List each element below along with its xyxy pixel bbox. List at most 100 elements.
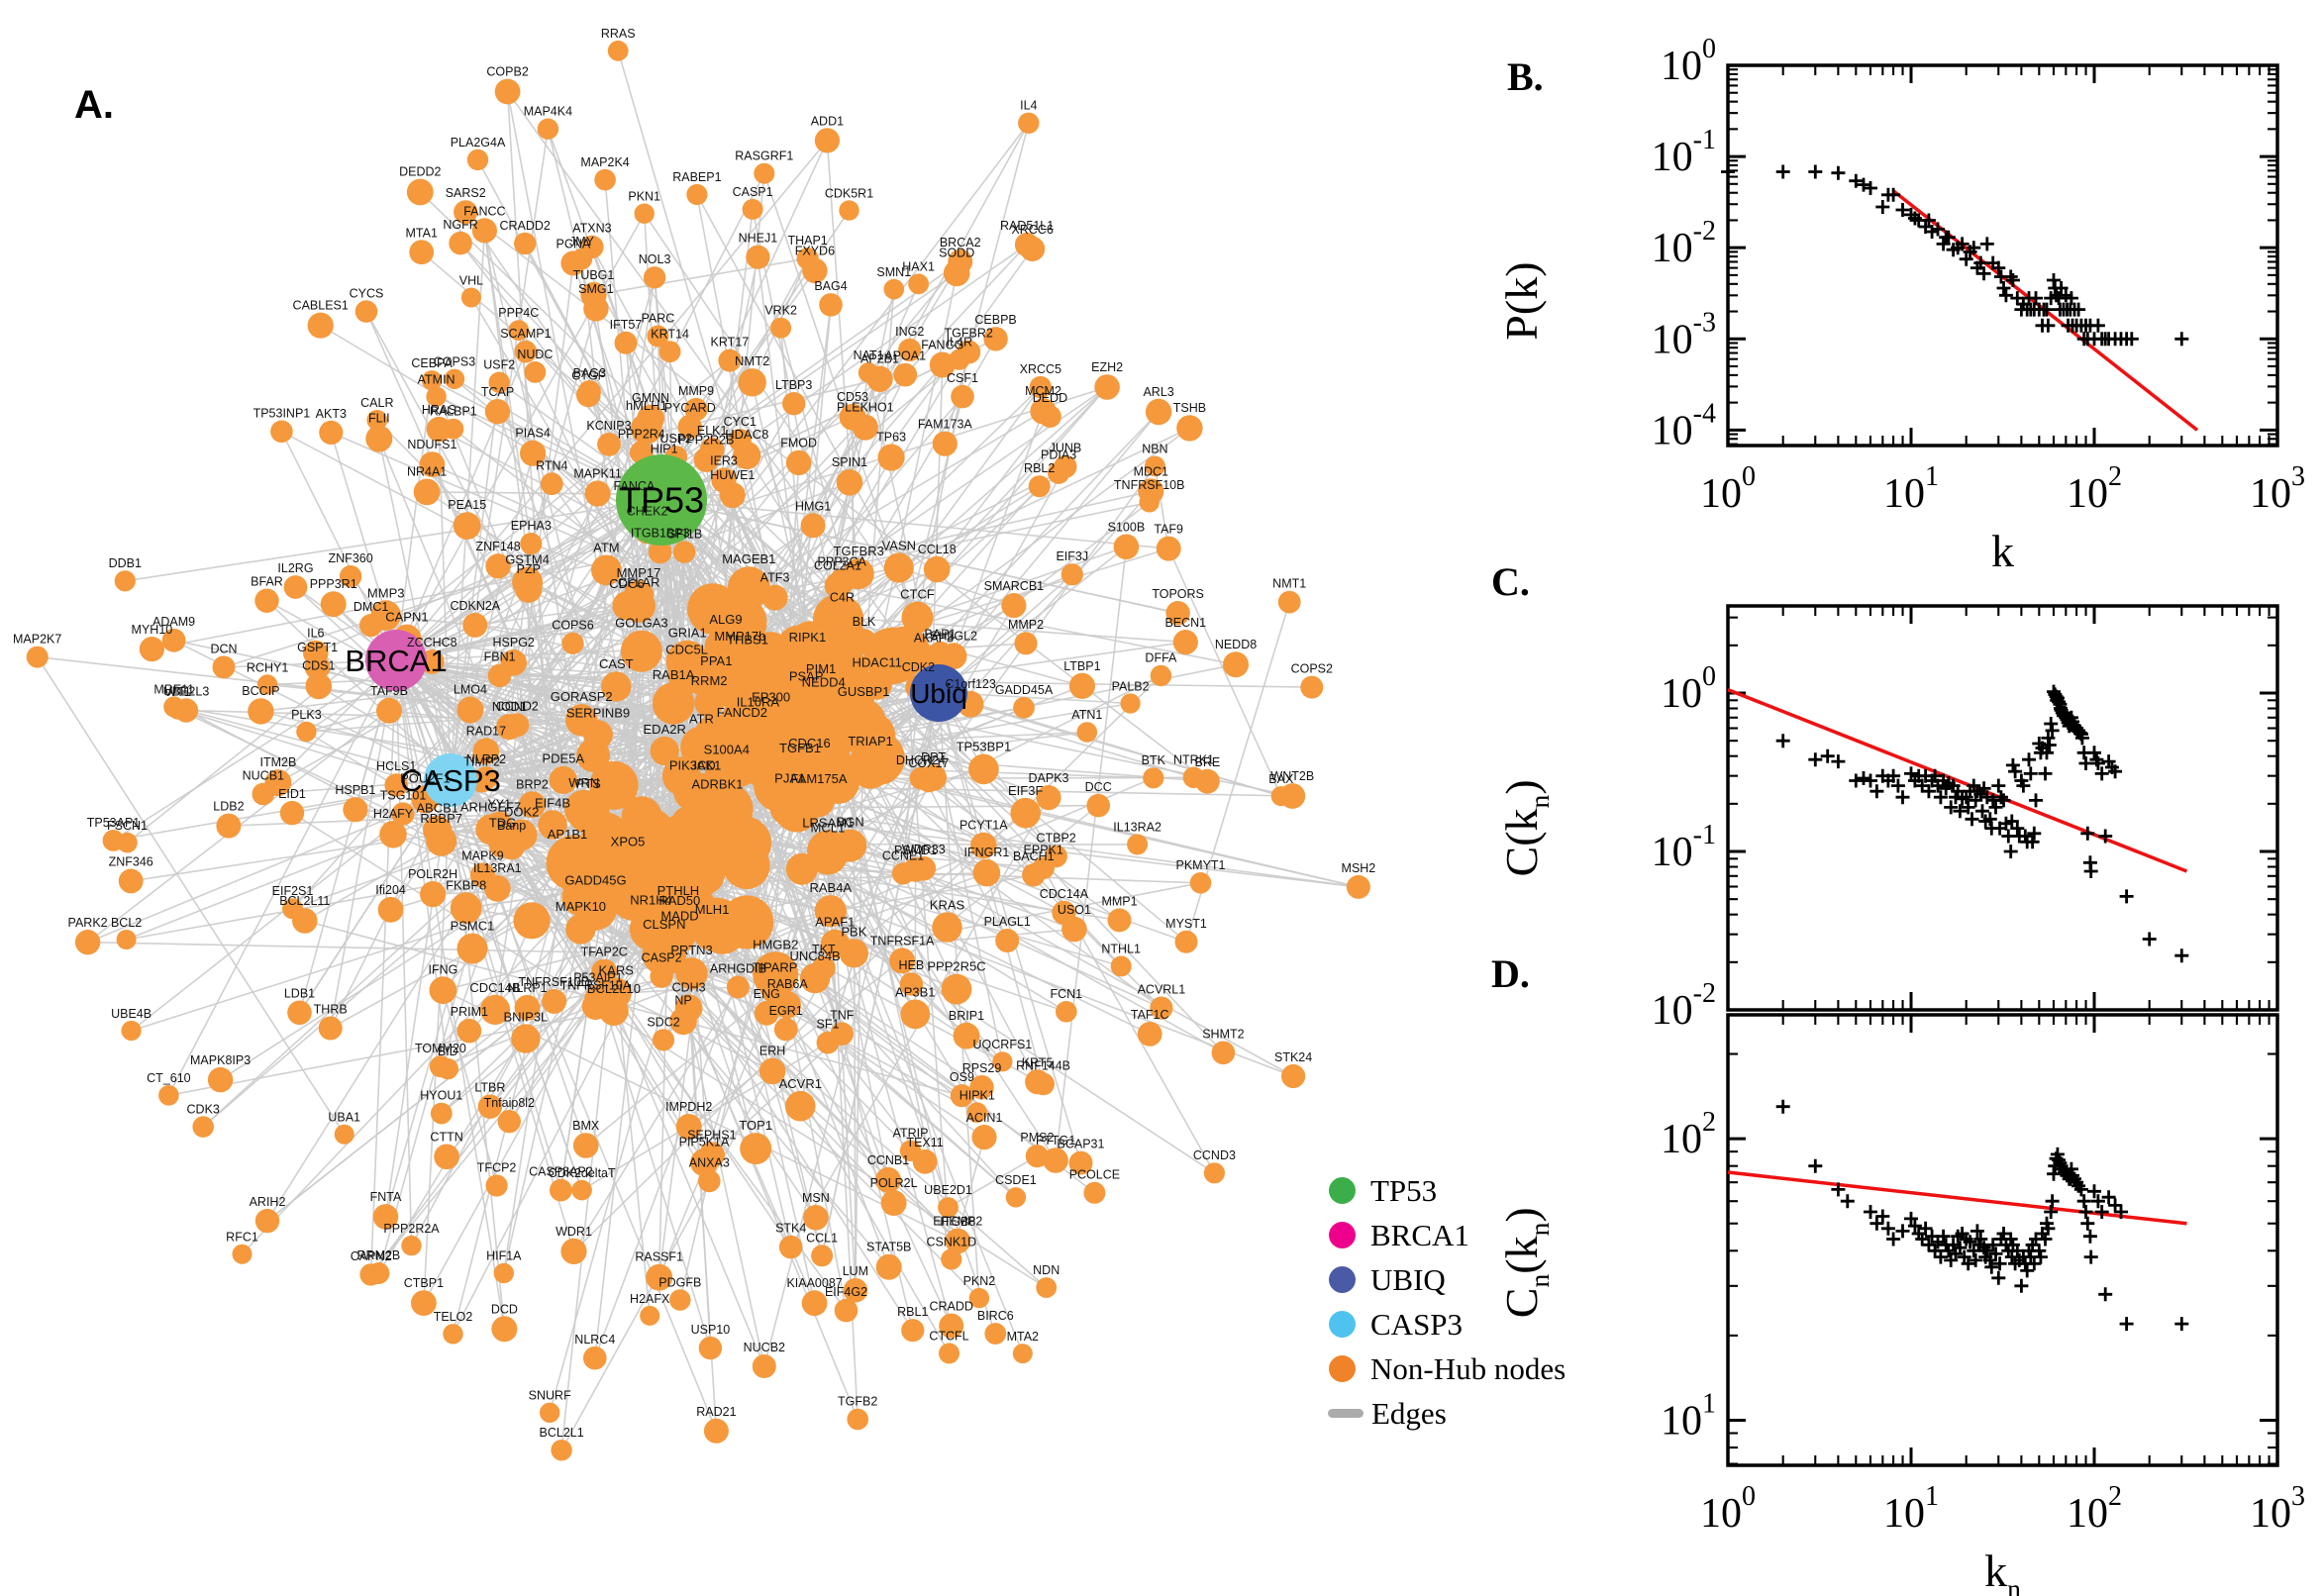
- scatter-point: [1775, 1099, 1790, 1114]
- node-label: H2AFX: [630, 1292, 670, 1306]
- network-edge: [827, 692, 940, 1044]
- x-tick-label: 103: [2250, 461, 2305, 517]
- node-label: PSMD1: [894, 844, 937, 857]
- fit-line: [1727, 1170, 2187, 1226]
- scatter-point: [2041, 1221, 2056, 1236]
- scatter-point: [1895, 203, 1910, 217]
- node-label: EFEMP2: [933, 1215, 982, 1229]
- scatter-point: [2027, 826, 2042, 841]
- network-node: [520, 440, 547, 466]
- scatter-point: [1864, 773, 1877, 788]
- node-label: RBL1: [897, 1305, 928, 1319]
- network-node: [513, 902, 551, 940]
- scatter-point: [1969, 1252, 1983, 1267]
- network-node: [1176, 415, 1203, 442]
- node-label: FANCA: [614, 479, 656, 493]
- node-label: SHMT2: [1202, 1028, 1244, 1042]
- node-label: PLAGL1: [984, 915, 1031, 929]
- network-node: [1182, 766, 1205, 789]
- node-label: PARK2: [68, 916, 108, 930]
- scatter-point: [1965, 812, 1979, 827]
- network-node: [728, 429, 752, 452]
- network-edge: [749, 386, 1042, 669]
- network-node: [377, 896, 404, 923]
- network-edge: [585, 988, 775, 1147]
- network-node: [782, 392, 806, 416]
- node-label: SMN1: [876, 265, 911, 279]
- node-label: IL6: [307, 627, 324, 641]
- node-label: DPT: [921, 750, 946, 764]
- node-label: EPHA3: [511, 519, 552, 533]
- network-node: [485, 1174, 508, 1197]
- network-node: [695, 916, 729, 950]
- scatter-point: [1991, 778, 2006, 793]
- y-tick-label: 10-2: [1652, 216, 1716, 271]
- node-label: ZNF148: [476, 540, 521, 553]
- network-edge: [450, 452, 534, 781]
- y-tick-label: 102: [1661, 1107, 1716, 1162]
- node-label: IER3: [710, 453, 738, 467]
- network-hubs: TP53 BRCA1 Ubiq CASP3: [345, 454, 967, 807]
- node-label: PLK3: [291, 708, 322, 722]
- node-label: EZH2: [1091, 360, 1123, 374]
- network-node: [540, 1402, 560, 1424]
- node-label: NTHL1: [1101, 942, 1141, 955]
- node-label: CDC16: [788, 736, 831, 750]
- node-label: IFNG: [428, 962, 457, 976]
- node-label: CYC1: [724, 415, 757, 429]
- network-node: [758, 1057, 786, 1085]
- node-dot-swatch-non-hub-nodes: [1329, 1355, 1356, 1382]
- node-label: UNC84B: [789, 948, 840, 963]
- node-label: KRT14: [651, 327, 689, 341]
- node-label: NOL3: [639, 252, 671, 266]
- scatter-points: [1775, 1099, 2189, 1332]
- network-edge: [838, 738, 953, 1260]
- node-label: CRADD: [929, 1300, 972, 1314]
- network-node: [1039, 405, 1061, 428]
- node-label: IL4R: [947, 336, 972, 349]
- node-label: USP2: [659, 432, 692, 446]
- network-edge: [551, 483, 688, 676]
- network-edge: [329, 661, 515, 1029]
- network-node: [116, 930, 137, 949]
- scatter-point: [2078, 1205, 2093, 1219]
- network-node: [629, 907, 673, 951]
- node-label: NUCB2: [744, 1341, 785, 1354]
- node-label: FANCC: [463, 204, 505, 218]
- network-edge: [678, 841, 1294, 1077]
- node-label: RAD50: [658, 893, 700, 908]
- network-node: [875, 1253, 902, 1280]
- scatter-point: [2080, 826, 2095, 841]
- network-node: [376, 697, 402, 724]
- network-node: [921, 645, 947, 671]
- scatter-point: [1985, 1238, 2000, 1252]
- network-node: [1165, 601, 1190, 626]
- node-label: BGN: [837, 815, 864, 830]
- node-label: CDK2: [902, 660, 935, 674]
- node-label: BCL2L11: [279, 894, 330, 908]
- legend-label-non-hub-nodes: Non-Hub nodes: [1370, 1350, 1566, 1386]
- network-node: [450, 892, 482, 925]
- node-label: CRADD2: [499, 219, 550, 233]
- scatter-point: [1996, 793, 2011, 808]
- network-node: [580, 281, 607, 309]
- node-label: APAF1: [815, 915, 855, 930]
- scatter-point: [2005, 273, 2020, 287]
- network-node: [677, 414, 702, 439]
- node-label: NDN: [1033, 1263, 1060, 1277]
- network-node: [941, 973, 972, 1005]
- network-node: [939, 1343, 960, 1364]
- network-node: [114, 570, 136, 592]
- network-node: [591, 958, 618, 985]
- network-node: [726, 975, 750, 999]
- network-node: [770, 317, 792, 339]
- node-label: BLK: [853, 615, 876, 629]
- scatter-point: [2010, 1244, 2025, 1258]
- node-label: BID: [438, 1045, 458, 1058]
- network-node: [254, 588, 279, 613]
- network-node: [413, 478, 441, 506]
- network-node: [820, 929, 850, 959]
- network-node: [469, 862, 496, 888]
- network-node: [1150, 996, 1173, 1020]
